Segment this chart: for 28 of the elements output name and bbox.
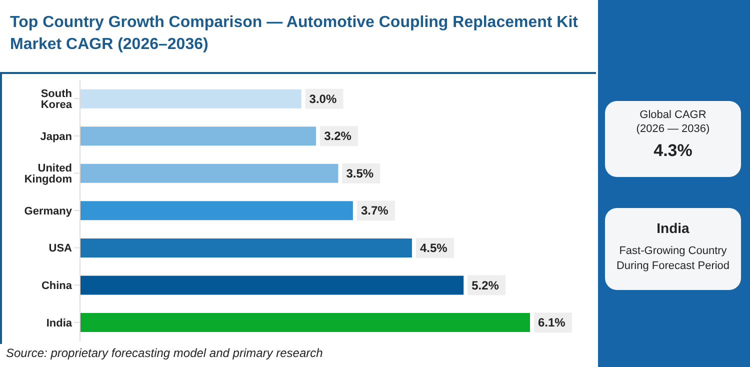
text: Global CAGR: [638, 109, 708, 121]
text: India: [656, 220, 690, 236]
y-tick-label: South Korea: [40, 88, 73, 112]
y-tick-label: India: [46, 317, 73, 330]
chart-title: Top Country Growth Comparison — Automotive Coupling Replacement Kit Market CAGR (2026–2036): [10, 13, 579, 55]
bar: [80, 89, 302, 108]
text: (2026 — 2036): [635, 123, 711, 135]
y-tick-label: Germany: [24, 205, 73, 218]
text: Fast-Growing Country During Forecast Period: [615, 244, 731, 274]
source-note: Source: proprietary forecasting model and primary research: [6, 346, 323, 360]
y-tick-label: Japan: [40, 130, 72, 143]
data-label: 3.2%: [324, 129, 352, 144]
bar: [80, 276, 464, 295]
text: 4.3%: [652, 141, 694, 161]
data-label: 6.1%: [538, 316, 566, 330]
y-tick-label: China: [41, 280, 73, 292]
data-label: 3.7%: [360, 204, 389, 218]
bar: [80, 238, 412, 258]
bar: [80, 164, 338, 183]
y-tick-label: United Kingdom: [24, 162, 72, 186]
bar: [80, 201, 353, 220]
data-label: 4.5%: [420, 240, 448, 255]
data-label: 3.0%: [309, 92, 337, 106]
data-label: 5.2%: [472, 278, 500, 292]
y-tick-label: USA: [48, 242, 72, 255]
bar: [80, 313, 530, 332]
bar: [80, 126, 316, 146]
data-label: 3.5%: [346, 166, 374, 180]
